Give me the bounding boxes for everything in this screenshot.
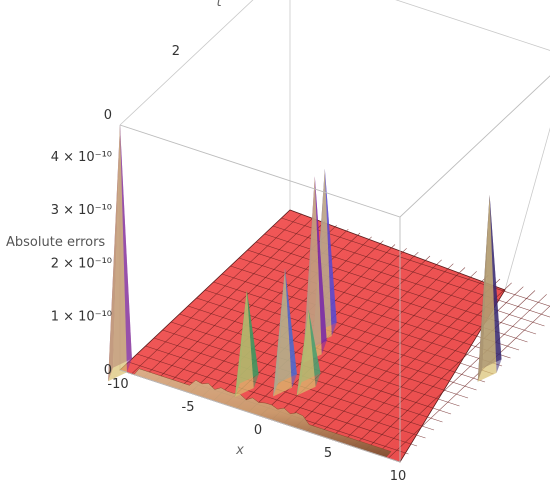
mesh-line [247,249,528,343]
peak-face-rear [324,168,337,336]
peak-face-rear [285,268,297,388]
peak-face-right [477,194,497,382]
peak-face-right [108,125,127,382]
surface-peak [273,268,297,397]
box-edge-top-back [119,0,550,126]
x-tick-label: -10 [107,377,128,392]
mesh-line [153,337,435,431]
peak-face-rear [489,194,502,373]
z-tick-label: 1 × 10⁻¹⁰ [51,310,112,325]
mesh-line [145,345,426,439]
mesh-line [187,305,469,399]
x-axis-label: x [235,443,244,458]
x-tick-label: 0 [254,423,262,438]
z-tick-label: 2 × 10⁻¹⁰ [51,256,112,271]
mesh-line [179,313,460,407]
mesh-line [204,289,486,383]
t-tick-label: 0 [104,108,112,123]
peak-face-rear [308,309,321,387]
mesh-line [196,297,477,391]
surface-peak [108,125,132,382]
box-edge-bottom-front [119,369,401,463]
mesh-line [238,257,520,351]
peak-face-right [302,176,322,364]
box-edge-right-vertical [504,127,550,291]
peak-face-right [273,268,292,397]
peak-face-rear [314,176,327,355]
surface-peak [234,289,259,397]
mesh-line [213,281,494,375]
x-tick-label: 10 [390,469,407,484]
surface-peak [477,194,502,382]
surface-peak [302,176,327,364]
surface-peak [296,309,321,396]
peak-face-right [234,289,254,397]
t-axis-label: t [216,0,222,10]
peak-face-right [296,309,316,396]
z-tick-label: 4 × 10⁻¹⁰ [51,150,112,165]
x-tick-label: 5 [324,446,332,461]
box-edge-top-front [119,75,550,218]
z-tick-label: 0 [104,363,112,378]
surface-front-ridges [133,368,392,458]
peak-face-rear [120,125,132,373]
peak-face-rear [246,289,259,389]
t-tick-label: 2 [172,44,180,59]
mesh-line [272,225,550,318]
mesh-line [230,265,511,359]
z-tick-label: 3 × 10⁻¹⁰ [51,203,112,218]
z-axis-label: Absolute errors [6,235,105,250]
mesh-line [221,273,503,367]
mesh-line [136,353,418,447]
x-tick-label: -5 [182,400,195,415]
